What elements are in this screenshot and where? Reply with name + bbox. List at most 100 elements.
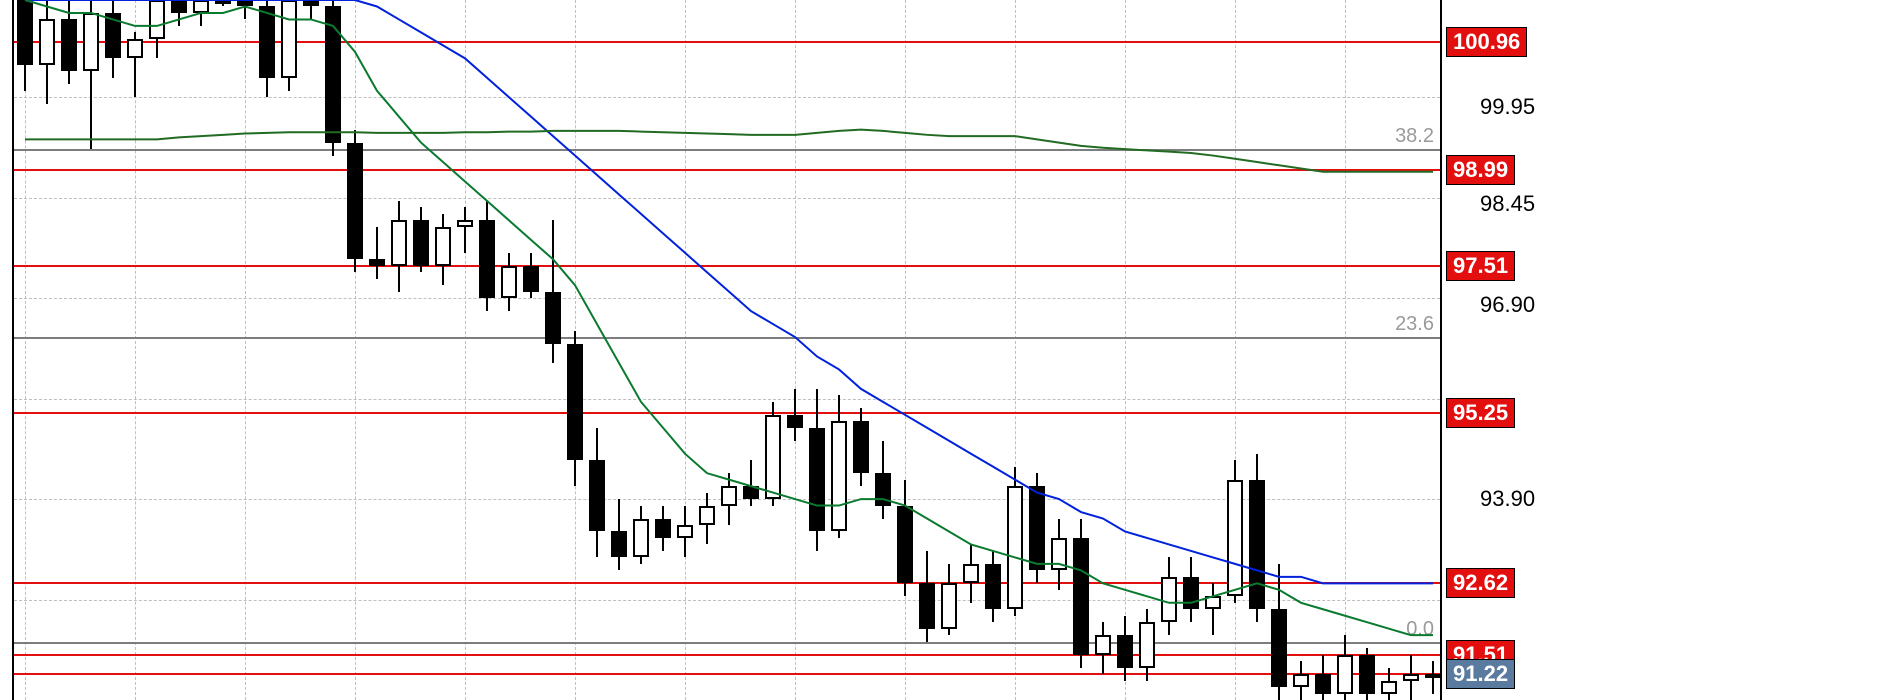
grid-line-vertical [465,0,466,700]
grid-line-vertical [685,0,686,700]
grid-line-horizontal [14,600,1440,601]
candle-body [897,506,913,584]
support-resistance-line [14,673,1440,675]
candle-body [589,460,605,531]
candle-body [787,415,803,428]
candle-body [853,421,869,473]
grid-line-vertical [355,0,356,700]
candle-body [545,292,561,344]
candle-body [1205,596,1221,609]
candle-body [171,0,187,13]
candlestick-chart[interactable]: 38.2 23.6 0.0 100.96 98.99 97.51 95.25 92.62 91… [0,0,1900,700]
price-label: 98.99 [1446,155,1515,185]
support-resistance-line [14,265,1440,267]
candle-body [501,266,517,298]
candle-body [1007,486,1023,609]
candle-body [985,564,1001,609]
candle-body [633,519,649,558]
price-label: 92.62 [1446,568,1515,598]
candle-body [1073,538,1089,655]
candle-body [215,0,231,4]
candle-body [1139,622,1155,667]
candle-body [479,220,495,298]
candle-body [1249,480,1265,610]
candle-body [149,0,165,39]
candle-body [347,143,363,260]
candle-wick [376,227,378,279]
grid-line-vertical [1125,0,1126,700]
candle-body [1425,674,1441,678]
candle-body [1227,480,1243,597]
candle-body [281,0,297,78]
grid-line-vertical [245,0,246,700]
price-label: 100.96 [1446,27,1527,57]
candle-body [963,564,979,583]
ma-green [25,0,1433,635]
candle-body [1183,577,1199,609]
price-label: 95.25 [1446,398,1515,428]
candle-body [1029,486,1045,570]
candle-body [1381,681,1397,694]
candle-body [105,13,121,58]
candle-body [1117,635,1133,667]
candle-body [743,486,759,499]
fib-label: 38.2 [1395,125,1434,148]
candle-wick [1212,583,1214,635]
support-resistance-line [14,412,1440,414]
axis-tick-label: 96.90 [1480,292,1535,318]
fib-line [14,337,1440,339]
candle-body [611,531,627,557]
candle-body [677,525,693,538]
candle-body [457,220,473,226]
candle-body [61,19,77,71]
plot-area[interactable]: 38.2 23.6 0.0 [12,0,1442,700]
grid-line-vertical [25,0,26,700]
price-label: 97.51 [1446,251,1515,281]
candle-body [237,0,253,6]
candle-body [325,6,341,142]
candle-body [567,344,583,461]
candle-body [1051,538,1067,570]
grid-line-vertical [1345,0,1346,700]
price-label: 91.22 [1446,659,1515,689]
axis-tick-label: 98.45 [1480,191,1535,217]
candle-body [699,506,715,525]
candle-body [259,6,275,77]
candle-body [831,421,847,531]
candle-body [765,415,781,499]
grid-line-vertical [795,0,796,700]
axis-tick-label: 99.95 [1480,94,1535,120]
candle-body [1095,635,1111,654]
candle-body [919,583,935,628]
fib-line [14,149,1440,151]
grid-line-horizontal [14,298,1440,299]
candle-body [1337,655,1353,694]
candle-body [1359,655,1375,694]
candle-body [435,227,451,266]
axis-tick-label: 93.90 [1480,486,1535,512]
candle-body [875,473,891,505]
candle-body [1293,674,1309,687]
candle-body [193,0,209,13]
fib-label: 0.0 [1406,618,1434,641]
candle-body [523,266,539,292]
candle-body [127,39,143,58]
fib-label: 23.6 [1395,313,1434,336]
candle-body [1271,609,1287,687]
candle-body [369,259,385,265]
candle-body [39,19,55,64]
candle-body [1161,577,1177,622]
grid-line-horizontal [14,399,1440,400]
candle-body [83,13,99,71]
y-axis-area: 100.9698.9997.5195.2592.6291.5191.2299.9… [1444,0,1900,700]
grid-line-horizontal [14,198,1440,199]
candle-body [1403,674,1419,680]
candle-wick [464,207,466,252]
candle-body [413,220,429,265]
fib-line [14,642,1440,644]
candle-body [1315,674,1331,693]
candle-body [655,519,671,538]
support-resistance-line [14,169,1440,171]
candle-body [941,583,957,628]
support-resistance-line [14,654,1440,656]
